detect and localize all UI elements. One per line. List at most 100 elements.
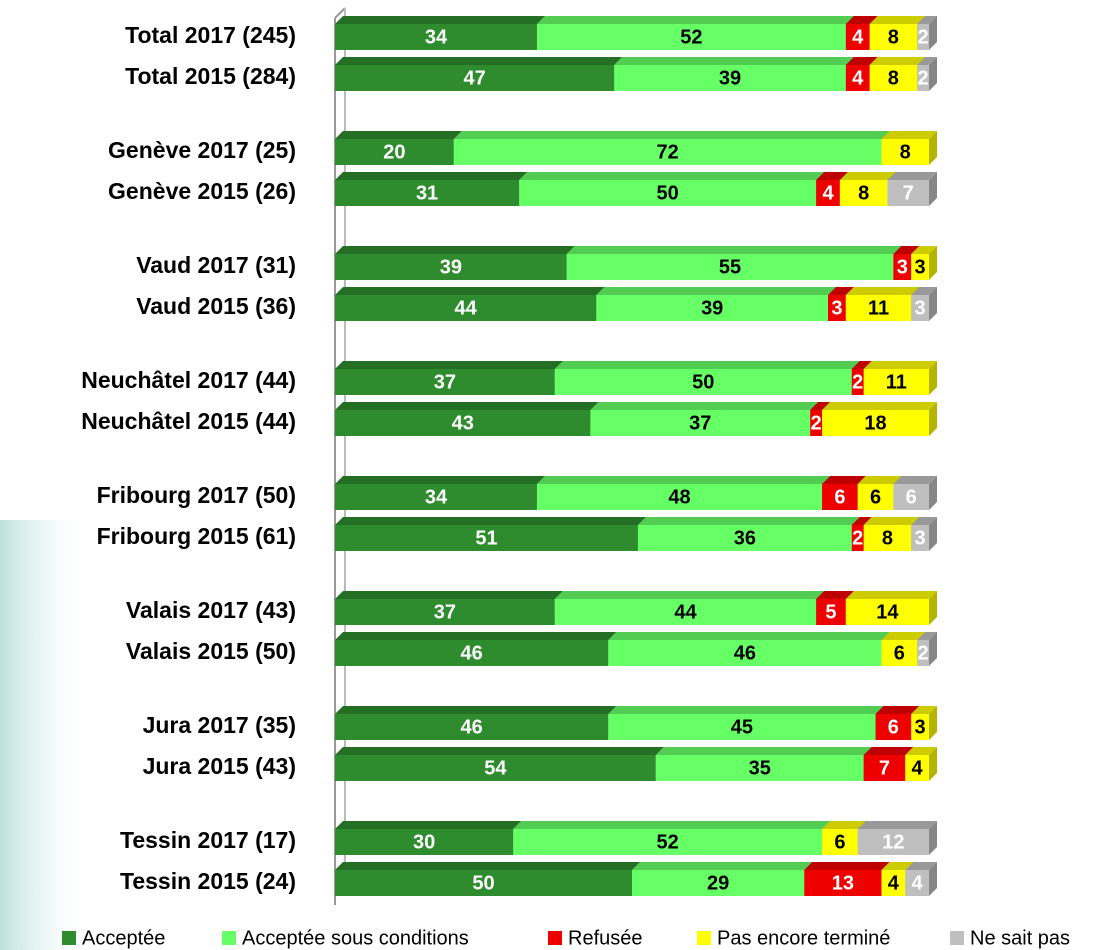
category-label: Genève 2015 (26) — [108, 178, 296, 204]
bar-top — [335, 706, 617, 714]
value-label: 4 — [888, 872, 900, 894]
legend-label: Ne sait pas — [970, 927, 1070, 949]
value-label: 46 — [460, 642, 482, 664]
bar-side — [929, 747, 937, 781]
category-label: Fribourg 2017 (50) — [97, 482, 296, 508]
bar-top — [335, 131, 462, 139]
bar-top — [911, 287, 937, 295]
bar-top — [519, 172, 825, 180]
value-label: 6 — [894, 642, 905, 664]
bar-segment — [608, 640, 882, 666]
bar-top — [822, 476, 866, 484]
category-label: Vaud 2017 (31) — [136, 252, 296, 278]
value-label: 50 — [657, 182, 679, 204]
bar-top — [875, 706, 920, 714]
bar-top — [335, 632, 617, 640]
bar-side — [929, 591, 937, 625]
value-label: 37 — [689, 412, 711, 434]
bar-segment — [335, 599, 555, 625]
legend-swatch — [222, 931, 236, 945]
bar-segment — [893, 484, 929, 510]
bar-side — [929, 706, 937, 740]
bar-side — [929, 361, 937, 395]
bar-segment — [335, 24, 537, 50]
bar-top — [335, 517, 646, 525]
value-label: 44 — [674, 601, 697, 623]
value-label: 51 — [475, 527, 497, 549]
value-label: 34 — [425, 26, 448, 48]
value-label: 14 — [876, 601, 899, 623]
bar-segment — [845, 295, 912, 321]
value-label: 4 — [852, 67, 864, 89]
bar-top — [335, 591, 563, 599]
bar-top — [554, 361, 860, 369]
axis-line-top — [334, 7, 346, 19]
bar-top — [881, 131, 937, 139]
bar-segment — [881, 640, 918, 666]
bar-segment — [863, 755, 906, 781]
bar-segment — [881, 139, 929, 165]
bar-segment — [590, 410, 811, 436]
bar-side — [929, 172, 937, 206]
value-label: 44 — [455, 297, 478, 319]
value-label: 37 — [434, 601, 456, 623]
value-label: 8 — [888, 26, 899, 48]
bar-segment — [917, 24, 929, 50]
bar-top — [845, 591, 937, 599]
bar-top — [335, 246, 575, 254]
bar-side — [929, 476, 937, 510]
bar-top — [816, 172, 848, 180]
bar-segment — [536, 484, 823, 510]
value-label: 39 — [719, 67, 741, 89]
background-accent — [0, 520, 90, 950]
bar-segment — [845, 24, 870, 50]
bar-top — [828, 287, 854, 295]
bar-segment — [335, 484, 537, 510]
bar-top — [590, 402, 819, 410]
legend-swatch — [62, 931, 76, 945]
bar-top — [851, 361, 872, 369]
legend-swatch — [697, 931, 711, 945]
value-label: 43 — [452, 412, 474, 434]
bar-top — [513, 821, 831, 829]
bar-side — [929, 402, 937, 436]
bar-segment — [822, 484, 858, 510]
bar-segment — [851, 525, 864, 551]
bar-segment — [453, 139, 882, 165]
bar-top — [857, 821, 937, 829]
bar-segment — [839, 180, 888, 206]
bar-segment — [566, 254, 894, 280]
value-label: 39 — [701, 297, 723, 319]
bar-top — [881, 862, 914, 870]
category-label: Tessin 2017 (17) — [120, 827, 296, 853]
bar-top — [911, 706, 937, 714]
value-label: 37 — [434, 371, 456, 393]
value-label: 50 — [692, 371, 714, 393]
value-label: 8 — [888, 67, 899, 89]
value-label: 4 — [912, 872, 924, 894]
bar-top — [822, 821, 866, 829]
value-label: 55 — [719, 256, 741, 278]
bar-segment — [335, 295, 597, 321]
value-label: 54 — [484, 757, 507, 779]
bar-top — [335, 287, 605, 295]
bar-segment — [816, 599, 846, 625]
value-label: 3 — [915, 527, 926, 549]
bar-top — [845, 287, 920, 295]
value-label: 6 — [870, 486, 881, 508]
value-label: 45 — [731, 716, 753, 738]
category-label: Valais 2017 (43) — [126, 597, 296, 623]
bar-top — [839, 172, 896, 180]
bar-top — [845, 57, 878, 65]
bar-top — [887, 172, 937, 180]
value-label: 3 — [915, 716, 926, 738]
legend-label: Refusée — [568, 927, 643, 949]
value-label: 2 — [917, 642, 928, 664]
bar-segment — [632, 870, 805, 896]
bar-segment — [596, 295, 829, 321]
bar-top — [911, 246, 937, 254]
value-label: 3 — [831, 297, 842, 319]
value-label: 11 — [868, 297, 889, 319]
bar-top — [869, 57, 926, 65]
value-label: 13 — [832, 872, 854, 894]
